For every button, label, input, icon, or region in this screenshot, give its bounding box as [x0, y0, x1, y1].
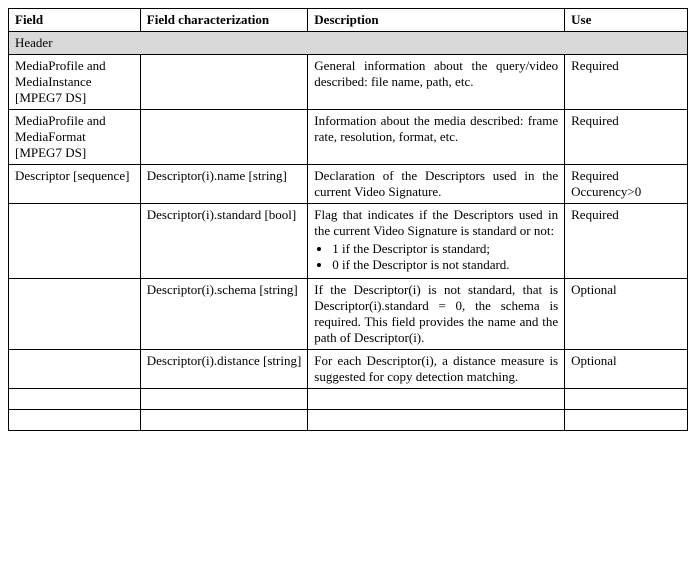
- col-header-char: Field characterization: [140, 9, 308, 32]
- cell-use: Required: [565, 204, 688, 279]
- cell-desc-pre: Flag that indicates if the Descriptors u…: [314, 207, 558, 238]
- table-row: Descriptor [sequence] Descriptor(i).name…: [9, 165, 688, 204]
- cell-char: Descriptor(i).name [string]: [140, 165, 308, 204]
- cell-use: Required: [565, 55, 688, 110]
- table-row: MediaProfile and MediaInstance [MPEG7 DS…: [9, 55, 688, 110]
- cell-empty: [565, 389, 688, 410]
- field-spec-table: Field Field characterization Description…: [8, 8, 688, 431]
- cell-desc: Flag that indicates if the Descriptors u…: [308, 204, 565, 279]
- section-header-row: Header: [9, 32, 688, 55]
- table-row: Descriptor(i).distance [string] For each…: [9, 350, 688, 389]
- cell-char: [140, 110, 308, 165]
- cell-empty: [565, 410, 688, 431]
- table-row: MediaProfile and MediaFormat [MPEG7 DS] …: [9, 110, 688, 165]
- cell-desc-bullet: 0 if the Descriptor is not standard.: [332, 257, 558, 273]
- cell-field: [9, 279, 141, 350]
- cell-desc: General information about the query/vide…: [308, 55, 565, 110]
- cell-use: Required: [565, 110, 688, 165]
- cell-char: Descriptor(i).standard [bool]: [140, 204, 308, 279]
- section-header-cell: Header: [9, 32, 688, 55]
- table-row-empty: [9, 389, 688, 410]
- col-header-desc: Description: [308, 9, 565, 32]
- cell-use: Optional: [565, 279, 688, 350]
- cell-empty: [308, 389, 565, 410]
- cell-desc-list: 1 if the Descriptor is standard; 0 if th…: [332, 241, 558, 273]
- cell-use: Optional: [565, 350, 688, 389]
- cell-field: [9, 204, 141, 279]
- cell-char: Descriptor(i).schema [string]: [140, 279, 308, 350]
- col-header-use: Use: [565, 9, 688, 32]
- cell-use: Required Occurency>0: [565, 165, 688, 204]
- cell-desc: If the Descriptor(i) is not standard, th…: [308, 279, 565, 350]
- cell-desc: Declaration of the Descriptors used in t…: [308, 165, 565, 204]
- cell-empty: [308, 410, 565, 431]
- cell-desc: Information about the media described: f…: [308, 110, 565, 165]
- cell-empty: [140, 389, 308, 410]
- cell-desc-bullet: 1 if the Descriptor is standard;: [332, 241, 558, 257]
- cell-empty: [9, 410, 141, 431]
- cell-empty: [140, 410, 308, 431]
- cell-char: [140, 55, 308, 110]
- cell-char: Descriptor(i).distance [string]: [140, 350, 308, 389]
- cell-desc: For each Descriptor(i), a distance measu…: [308, 350, 565, 389]
- table-row-empty: [9, 410, 688, 431]
- header-row: Field Field characterization Description…: [9, 9, 688, 32]
- cell-field: Descriptor [sequence]: [9, 165, 141, 204]
- table-row: Descriptor(i).schema [string] If the Des…: [9, 279, 688, 350]
- cell-field: MediaProfile and MediaInstance [MPEG7 DS…: [9, 55, 141, 110]
- col-header-field: Field: [9, 9, 141, 32]
- cell-empty: [9, 389, 141, 410]
- cell-field: MediaProfile and MediaFormat [MPEG7 DS]: [9, 110, 141, 165]
- cell-field: [9, 350, 141, 389]
- table-row: Descriptor(i).standard [bool] Flag that …: [9, 204, 688, 279]
